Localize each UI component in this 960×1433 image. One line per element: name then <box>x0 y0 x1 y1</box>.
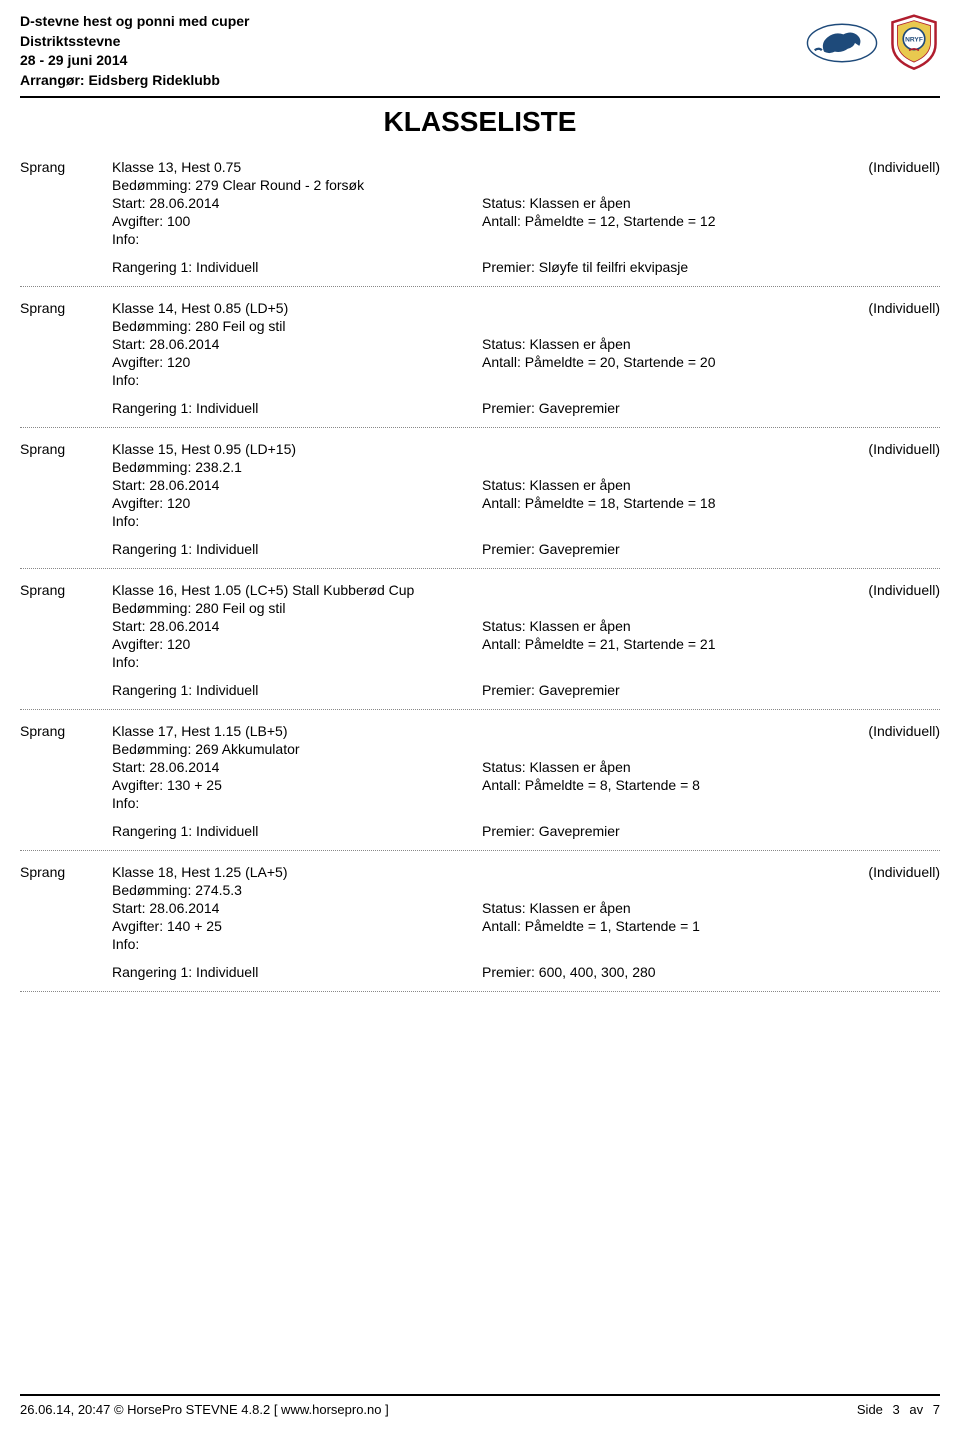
premier-label: Premier: 600, 400, 300, 280 <box>482 964 940 980</box>
ranking-label: Rangering 1: Individuell <box>112 259 482 275</box>
count-label: Antall: Påmeldte = 21, Startende = 21 <box>482 636 940 652</box>
discipline-label: Sprang <box>20 441 112 457</box>
footer-divider <box>20 1394 940 1396</box>
class-name: Klasse 17, Hest 1.15 (LB+5) <box>112 723 482 739</box>
fees-label: Avgifter: 130 + 25 <box>112 777 482 793</box>
individuell-label: (Individuell) <box>482 582 940 598</box>
ranking-label: Rangering 1: Individuell <box>112 964 482 980</box>
fees-label: Avgifter: 120 <box>112 495 482 511</box>
status-label: Status: Klassen er åpen <box>482 195 940 211</box>
discipline-label: Sprang <box>20 582 112 598</box>
ranking-label: Rangering 1: Individuell <box>112 400 482 416</box>
info-label: Info: <box>112 936 482 952</box>
status-label: Status: Klassen er åpen <box>482 336 940 352</box>
class-entry: Sprang Klasse 13, Hest 0.75 (Individuell… <box>20 158 940 287</box>
class-name: Klasse 18, Hest 1.25 (LA+5) <box>112 864 482 880</box>
nryf-logo-icon: NRYF <box>888 14 940 75</box>
status-label: Status: Klassen er åpen <box>482 900 940 916</box>
class-name: Klasse 13, Hest 0.75 <box>112 159 482 175</box>
class-name: Klasse 14, Hest 0.85 (LD+5) <box>112 300 482 316</box>
premier-label: Premier: Sløyfe til feilfri ekvipasje <box>482 259 940 275</box>
info-label: Info: <box>112 513 482 529</box>
entry-divider <box>20 568 940 569</box>
count-label: Antall: Påmeldte = 18, Startende = 18 <box>482 495 940 511</box>
header-logos: NRYF <box>806 14 940 75</box>
fees-label: Avgifter: 120 <box>112 354 482 370</box>
premier-label: Premier: Gavepremier <box>482 541 940 557</box>
header-line-4: Arrangør: Eidsberg Rideklubb <box>20 71 940 91</box>
discipline-label: Sprang <box>20 159 112 175</box>
start-date: Start: 28.06.2014 <box>112 618 482 634</box>
info-label: Info: <box>112 372 482 388</box>
class-entry: Sprang Klasse 17, Hest 1.15 (LB+5) (Indi… <box>20 722 940 851</box>
count-label: Antall: Påmeldte = 1, Startende = 1 <box>482 918 940 934</box>
entry-divider <box>20 709 940 710</box>
info-label: Info: <box>112 654 482 670</box>
entry-divider <box>20 850 940 851</box>
footer-side-label: Side <box>857 1402 883 1417</box>
discipline-label: Sprang <box>20 300 112 316</box>
class-name: Klasse 16, Hest 1.05 (LC+5) Stall Kubber… <box>112 582 482 598</box>
footer-left-text: 26.06.14, 20:47 © HorsePro STEVNE 4.8.2 … <box>20 1402 389 1417</box>
ranking-label: Rangering 1: Individuell <box>112 682 482 698</box>
premier-label: Premier: Gavepremier <box>482 400 940 416</box>
individuell-label: (Individuell) <box>482 864 940 880</box>
count-label: Antall: Påmeldte = 8, Startende = 8 <box>482 777 940 793</box>
count-label: Antall: Påmeldte = 12, Startende = 12 <box>482 213 940 229</box>
class-list: Sprang Klasse 13, Hest 0.75 (Individuell… <box>20 158 940 992</box>
header-line-2: Distriktsstevne <box>20 32 940 52</box>
document-header: D-stevne hest og ponni med cuper Distrik… <box>20 12 940 90</box>
fees-label: Avgifter: 100 <box>112 213 482 229</box>
class-entry: Sprang Klasse 16, Hest 1.05 (LC+5) Stall… <box>20 581 940 710</box>
footer-page-info: Side 3 av 7 <box>851 1402 940 1417</box>
ranking-label: Rangering 1: Individuell <box>112 823 482 839</box>
entry-divider <box>20 286 940 287</box>
class-entry: Sprang Klasse 15, Hest 0.95 (LD+15) (Ind… <box>20 440 940 569</box>
start-date: Start: 28.06.2014 <box>112 336 482 352</box>
start-date: Start: 28.06.2014 <box>112 195 482 211</box>
page-footer: 26.06.14, 20:47 © HorsePro STEVNE 4.8.2 … <box>20 1394 940 1417</box>
premier-label: Premier: Gavepremier <box>482 823 940 839</box>
fees-label: Avgifter: 120 <box>112 636 482 652</box>
fees-label: Avgifter: 140 + 25 <box>112 918 482 934</box>
judging-label: Bedømming: 238.2.1 <box>112 459 482 475</box>
status-label: Status: Klassen er åpen <box>482 759 940 775</box>
header-divider <box>20 96 940 98</box>
discipline-label: Sprang <box>20 723 112 739</box>
footer-av-label: av <box>909 1402 923 1417</box>
judging-label: Bedømming: 269 Akkumulator <box>112 741 482 757</box>
individuell-label: (Individuell) <box>482 723 940 739</box>
header-line-1: D-stevne hest og ponni med cuper <box>20 12 940 32</box>
footer-page-number: 3 <box>893 1402 900 1417</box>
info-label: Info: <box>112 795 482 811</box>
count-label: Antall: Påmeldte = 20, Startende = 20 <box>482 354 940 370</box>
judging-label: Bedømming: 280 Feil og stil <box>112 318 482 334</box>
discipline-label: Sprang <box>20 864 112 880</box>
judging-label: Bedømming: 274.5.3 <box>112 882 482 898</box>
footer-total-pages: 7 <box>933 1402 940 1417</box>
start-date: Start: 28.06.2014 <box>112 900 482 916</box>
info-label: Info: <box>112 231 482 247</box>
premier-label: Premier: Gavepremier <box>482 682 940 698</box>
class-name: Klasse 15, Hest 0.95 (LD+15) <box>112 441 482 457</box>
start-date: Start: 28.06.2014 <box>112 477 482 493</box>
class-entry: Sprang Klasse 14, Hest 0.85 (LD+5) (Indi… <box>20 299 940 428</box>
individuell-label: (Individuell) <box>482 300 940 316</box>
start-date: Start: 28.06.2014 <box>112 759 482 775</box>
entry-divider <box>20 991 940 992</box>
svg-text:NRYF: NRYF <box>905 36 923 43</box>
status-label: Status: Klassen er åpen <box>482 618 940 634</box>
class-entry: Sprang Klasse 18, Hest 1.25 (LA+5) (Indi… <box>20 863 940 992</box>
horse-logo-icon <box>806 19 878 70</box>
header-text-block: D-stevne hest og ponni med cuper Distrik… <box>20 12 940 90</box>
judging-label: Bedømming: 279 Clear Round - 2 forsøk <box>112 177 482 193</box>
header-line-3: 28 - 29 juni 2014 <box>20 51 940 71</box>
individuell-label: (Individuell) <box>482 159 940 175</box>
individuell-label: (Individuell) <box>482 441 940 457</box>
status-label: Status: Klassen er åpen <box>482 477 940 493</box>
ranking-label: Rangering 1: Individuell <box>112 541 482 557</box>
entry-divider <box>20 427 940 428</box>
page-title: KLASSELISTE <box>20 106 940 138</box>
judging-label: Bedømming: 280 Feil og stil <box>112 600 482 616</box>
